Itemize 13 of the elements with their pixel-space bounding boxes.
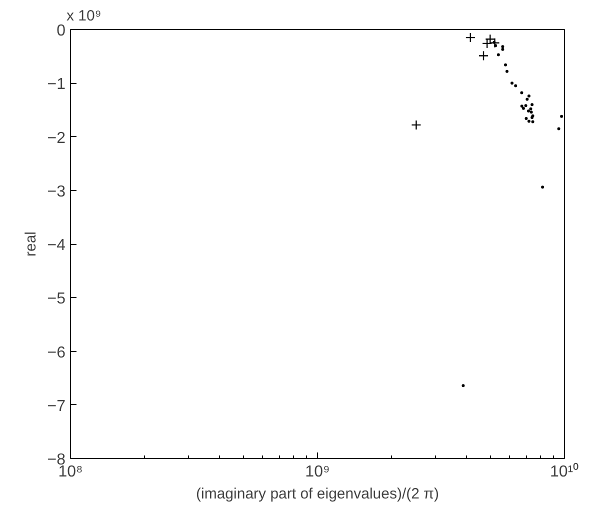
y-tick-label: −4 (47, 237, 66, 254)
y-tick-label: 0 (56, 22, 66, 40)
y-tick-label: −1 (47, 76, 66, 94)
text: x 10⁹ (66, 8, 102, 24)
x-axis-title: (imaginary part of eigenvalues)/(2 π) (196, 486, 439, 502)
y-tick-label: −6 (47, 344, 66, 362)
y-tick-label: −3 (47, 183, 66, 200)
y-axis-title: real (22, 231, 40, 257)
x-tick-label: 10⁹ (305, 464, 330, 480)
x-tick-label: 10¹⁰ (550, 462, 580, 480)
y-tick-label: −7 (47, 398, 66, 415)
y-tick-label: −5 (47, 290, 66, 308)
y-tick-label: −2 (47, 130, 66, 147)
